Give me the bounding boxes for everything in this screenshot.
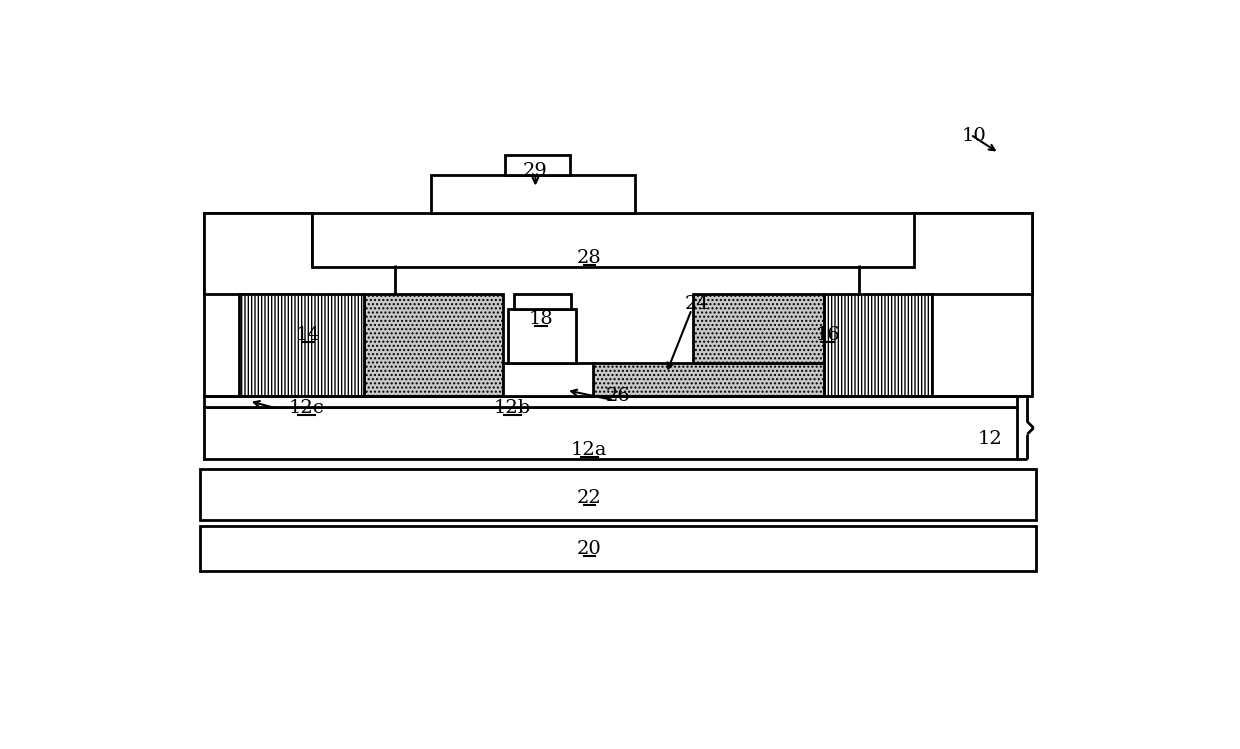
Text: 22: 22: [577, 489, 601, 507]
Bar: [201, 469, 1035, 520]
Text: 29: 29: [523, 162, 548, 180]
Bar: [508, 309, 577, 363]
Text: 18: 18: [528, 310, 553, 328]
Bar: [693, 294, 825, 363]
Text: 12a: 12a: [572, 441, 608, 459]
Polygon shape: [205, 213, 396, 294]
Bar: [593, 363, 825, 396]
Text: 10: 10: [962, 127, 987, 145]
Bar: [503, 363, 593, 396]
Bar: [239, 294, 365, 396]
Text: 20: 20: [577, 540, 601, 558]
Text: 28: 28: [577, 249, 601, 267]
Bar: [365, 294, 503, 396]
Text: 24: 24: [684, 295, 709, 313]
Bar: [205, 396, 1017, 407]
Bar: [201, 527, 1035, 571]
Bar: [312, 213, 914, 267]
Bar: [432, 175, 635, 213]
Text: 12b: 12b: [494, 399, 531, 417]
Bar: [825, 294, 932, 396]
Text: 12: 12: [977, 430, 1002, 448]
Polygon shape: [859, 213, 1032, 294]
Text: 14: 14: [296, 326, 321, 344]
Bar: [205, 407, 1017, 459]
Bar: [312, 265, 913, 396]
Text: 12c: 12c: [289, 399, 325, 417]
Text: 26: 26: [606, 387, 631, 405]
Bar: [513, 294, 570, 309]
Bar: [505, 155, 570, 175]
Text: 16: 16: [816, 326, 841, 344]
Polygon shape: [205, 213, 1032, 396]
